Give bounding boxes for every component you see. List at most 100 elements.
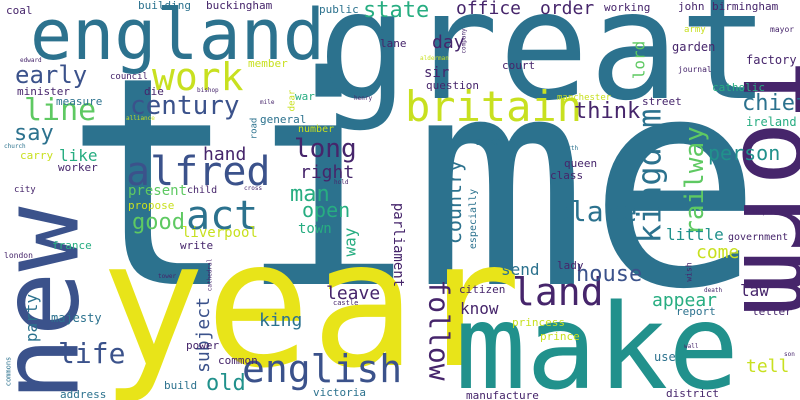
word-say: say	[14, 121, 54, 146]
word-queen: queen	[564, 157, 598, 170]
word-garden: garden	[672, 40, 716, 54]
word-war: war	[295, 90, 315, 103]
word-follow: follow	[422, 279, 456, 381]
word-tell: tell	[746, 356, 790, 377]
word-mayor: mayor	[770, 25, 795, 34]
word-long: long	[294, 134, 357, 164]
word-john: john	[678, 0, 705, 13]
word-present: present	[128, 183, 188, 199]
word-sir: sir	[424, 65, 450, 81]
word-right: right	[300, 162, 355, 183]
word-state: state	[363, 0, 430, 23]
word-member: member	[248, 57, 288, 70]
word-liverpool: liverpool	[182, 225, 258, 241]
word-hold: hold	[334, 179, 349, 186]
word-duke: duke	[475, 135, 502, 148]
word-man: man	[290, 182, 330, 207]
word-street: street	[642, 95, 682, 108]
word-subject: subject	[192, 297, 214, 373]
word-cathedral: cathedral	[206, 258, 214, 292]
word-manufacture: manufacture	[466, 389, 539, 400]
word-town: town	[298, 221, 332, 237]
word-city: city	[14, 185, 36, 195]
word-edward: edward	[20, 57, 42, 64]
word-worker: worker	[58, 161, 98, 174]
word-catholic: catholic	[712, 81, 765, 94]
word-son: son	[784, 351, 795, 358]
word-ireland: ireland	[746, 115, 797, 129]
word-leave: leave	[326, 283, 381, 304]
word-britain: britain	[405, 82, 583, 131]
word-road: road	[249, 117, 260, 140]
word-alliance: alliance	[126, 115, 155, 122]
word-party: party	[22, 293, 42, 343]
word-minister: minister	[17, 85, 70, 98]
word-great: great	[318, 0, 770, 134]
word-day: day	[432, 32, 465, 53]
word-army: army	[684, 25, 706, 35]
word-cross: cross	[244, 185, 263, 192]
word-old: old	[206, 371, 246, 396]
word-tower: tower	[158, 273, 177, 280]
word-chapel: chapel	[752, 209, 774, 216]
word-address: address	[60, 388, 107, 400]
word-carry: carry	[20, 149, 54, 162]
word-coal: coal	[6, 4, 33, 17]
word-know: know	[460, 299, 499, 318]
word-buckingham: buckingham	[206, 0, 273, 12]
word-public: public	[319, 3, 359, 16]
word-north: north	[560, 145, 579, 152]
word-measure: measure	[56, 95, 103, 108]
word-think: think	[574, 99, 641, 124]
word-write: write	[180, 239, 214, 252]
word-english: english	[242, 347, 403, 391]
word-die: die	[144, 85, 164, 98]
word-house: house	[576, 262, 643, 287]
word-company: company	[460, 28, 468, 54]
word-chief: chief	[742, 91, 800, 116]
word-build: build	[164, 379, 198, 392]
word-propose: propose	[128, 199, 175, 212]
word-king: king	[259, 310, 303, 331]
word-order: order	[540, 0, 595, 19]
word-france: france	[52, 239, 92, 252]
word-place: place	[553, 195, 638, 228]
word-good: good	[132, 210, 185, 235]
word-birmingham: birmingham	[712, 0, 779, 13]
word-open: open	[302, 198, 351, 222]
word-come: come	[696, 242, 740, 263]
word-person: person	[708, 141, 781, 165]
word-kingdom: kingdom	[630, 108, 669, 244]
word-time: time	[64, 16, 763, 353]
word-prince: prince	[540, 330, 580, 343]
word-railway: railway	[679, 126, 710, 236]
word-mile: mile	[260, 99, 275, 106]
word-commons: commons	[4, 356, 13, 387]
word-year: year	[100, 204, 522, 400]
word-life: life	[58, 337, 126, 370]
word-henry: henry	[354, 95, 373, 102]
word-new: new	[0, 206, 104, 400]
word-early: early	[15, 61, 88, 89]
word-letter: letter	[752, 305, 792, 318]
word-wall: wall	[684, 343, 699, 350]
word-class: class	[550, 169, 584, 182]
word-child: child	[187, 185, 218, 196]
word-line: line	[24, 93, 97, 128]
word-use: use	[654, 350, 676, 364]
word-like: like	[59, 146, 98, 165]
word-question: question	[426, 79, 479, 92]
word-report: report	[676, 305, 716, 318]
word-law: law	[740, 281, 769, 300]
word-little: little	[666, 225, 724, 244]
word-journal: journal	[678, 65, 712, 74]
word-manchester: manchester	[557, 93, 612, 103]
word-especially: especially	[468, 188, 480, 250]
word-alfred: alfred	[126, 149, 271, 195]
word-lane: lane	[380, 37, 407, 50]
word-working: working	[604, 1, 651, 14]
word-lady: lady	[557, 259, 584, 272]
word-general: general	[260, 113, 307, 126]
word-way: way	[340, 227, 360, 257]
